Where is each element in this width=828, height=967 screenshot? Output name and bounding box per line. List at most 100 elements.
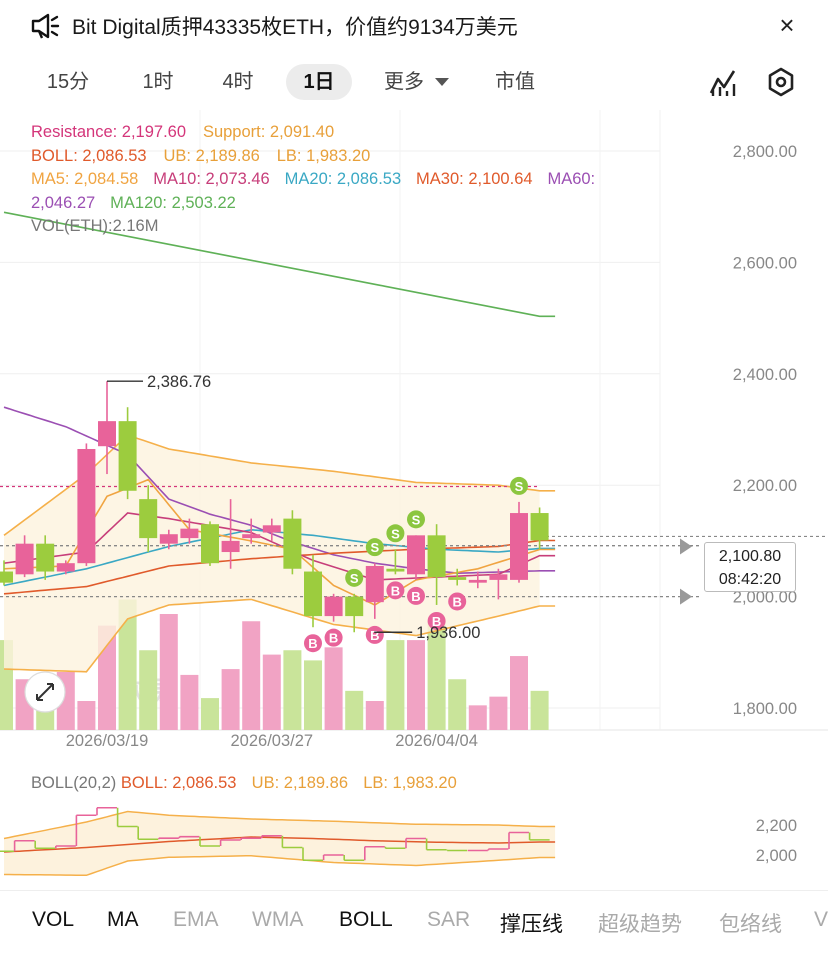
volume-bar bbox=[221, 669, 240, 730]
settings-hexagon-icon[interactable] bbox=[765, 66, 797, 98]
candle-body bbox=[180, 528, 199, 539]
volume-bar bbox=[468, 705, 487, 730]
chevron-down-icon[interactable] bbox=[434, 76, 450, 88]
buy-marker-label: B bbox=[453, 594, 462, 609]
tab-4h[interactable]: 4时 bbox=[222, 71, 254, 93]
candle-body bbox=[159, 534, 178, 544]
y-tick-label: 2,600.00 bbox=[733, 254, 797, 272]
buy-marker bbox=[448, 592, 467, 611]
tab-market-cap[interactable]: 市值 bbox=[495, 71, 535, 93]
boll-lower-line bbox=[3, 598, 556, 673]
support-arrow-icon bbox=[680, 538, 692, 555]
volume-bar bbox=[345, 690, 364, 730]
ma30-line bbox=[3, 539, 556, 595]
candle-body bbox=[201, 524, 219, 564]
tab-1d[interactable]: 1日 bbox=[286, 64, 352, 100]
candle-body bbox=[0, 571, 13, 583]
candle-body bbox=[77, 448, 96, 564]
y-tick-label: 2,200.00 bbox=[733, 477, 797, 495]
speaker-icon bbox=[31, 13, 60, 39]
indicator-tab-envelope[interactable]: 包络线 bbox=[719, 913, 782, 936]
sub-chart-legend: BOLL(20,2) BOLL: 2,086.53 UB: 2,189.86 L… bbox=[31, 774, 457, 793]
ma120-label: MA120: 2,503.22 bbox=[110, 193, 236, 212]
volume-bar bbox=[283, 650, 302, 730]
ma20-line bbox=[3, 528, 556, 587]
indicator-tab-more[interactable]: V bbox=[814, 908, 828, 931]
tab-15m[interactable]: 15分 bbox=[46, 71, 90, 93]
volume-bar bbox=[118, 599, 137, 730]
candle-body bbox=[242, 534, 261, 539]
buy-marker bbox=[324, 628, 343, 647]
candle-body bbox=[427, 535, 446, 578]
buy-marker bbox=[427, 611, 446, 630]
expand-icon bbox=[36, 683, 54, 701]
volume-bar bbox=[386, 640, 405, 730]
indicator-tab-vol[interactable]: VOL bbox=[32, 908, 75, 931]
candle-body bbox=[36, 543, 55, 572]
ma120-line bbox=[3, 211, 556, 318]
support-label: Support: 2,091.40 bbox=[202, 123, 335, 141]
boll-upper-line bbox=[3, 434, 556, 536]
sell-marker bbox=[386, 524, 405, 543]
x-tick-label: 2026/03/19 bbox=[66, 732, 149, 750]
volume-bar bbox=[407, 640, 425, 730]
announcement-title[interactable]: Bit Digital质押43335枚ETH，价值约9134万美元 bbox=[72, 16, 518, 39]
volume-bar bbox=[427, 621, 446, 730]
tab-more[interactable]: 更多 bbox=[384, 71, 424, 93]
ma60-label: MA60: bbox=[547, 170, 596, 188]
indicator-legend: Resistance: 2,197.60 Support: 2,091.40 B… bbox=[31, 121, 691, 239]
indicator-tab-sar[interactable]: SAR bbox=[427, 908, 471, 931]
buy-marker-label: B bbox=[329, 631, 338, 646]
candle-body bbox=[15, 543, 34, 575]
volume-bar bbox=[180, 674, 199, 730]
buy-marker bbox=[386, 581, 405, 600]
sell-marker bbox=[407, 510, 425, 529]
volume-bar bbox=[159, 614, 178, 730]
candle-body bbox=[139, 499, 158, 539]
y-tick-label: 2,000.00 bbox=[733, 589, 797, 607]
candle-body bbox=[407, 535, 425, 575]
sub-boll-lower-line bbox=[4, 855, 556, 877]
indicator-tab-boll[interactable]: BOLL bbox=[339, 908, 393, 931]
volume-label: VOL(ETH):2.16M bbox=[31, 217, 159, 235]
indicator-tab-supertrend[interactable]: 超级趋势 bbox=[598, 913, 682, 936]
tab-1h[interactable]: 1时 bbox=[142, 71, 174, 93]
candle-body bbox=[262, 525, 281, 533]
volume-bar bbox=[242, 621, 261, 730]
ma60-value: 2,046.27 bbox=[31, 193, 96, 212]
ma5-label: MA5: 2,084.58 bbox=[31, 170, 139, 188]
high-price-label: 2,386.76 bbox=[147, 373, 211, 391]
y-tick-label: 2,800.00 bbox=[733, 143, 797, 161]
volume-bar bbox=[324, 647, 343, 730]
ma30-label: MA30: 2,100.64 bbox=[416, 170, 533, 188]
volume-bar bbox=[262, 654, 281, 730]
current-price-box: 2,100.80 08:42:20 bbox=[704, 542, 796, 592]
candlestick-chart[interactable]: 1,800.00 2,000.00 2,200.00 2,400.00 2,600.00… bbox=[0, 110, 828, 890]
buy-marker bbox=[365, 625, 384, 644]
volume-bar bbox=[510, 656, 528, 730]
indicator-tab-wma[interactable]: WMA bbox=[252, 908, 304, 931]
countdown-timer: 08:42:20 bbox=[718, 571, 782, 588]
x-tick-label: 2026/03/27 bbox=[231, 732, 314, 750]
boll-lb-label: LB: 1,983.20 bbox=[276, 146, 371, 165]
sub-y-tick-label: 2,000 bbox=[756, 847, 797, 865]
candle-body bbox=[448, 577, 467, 580]
indicator-tab-support-resistance[interactable]: 撑压线 bbox=[500, 913, 563, 936]
sell-marker-label: S bbox=[412, 512, 421, 527]
sell-marker-label: S bbox=[350, 571, 359, 586]
ma20-label: MA20: 2,086.53 bbox=[284, 170, 402, 188]
indicator-tab-ma[interactable]: MA bbox=[107, 908, 139, 931]
indicator-tab-ema[interactable]: EMA bbox=[173, 908, 219, 931]
drawing-tools-icon[interactable] bbox=[708, 66, 740, 98]
volume-bar bbox=[365, 701, 384, 730]
candle-body bbox=[118, 421, 137, 491]
buy-marker-label: B bbox=[308, 636, 317, 651]
candle-body bbox=[304, 571, 322, 617]
volume-bar bbox=[448, 679, 467, 730]
header: Bit Digital质押43335枚ETH，价值约9134万美元 × bbox=[0, 0, 828, 52]
close-icon[interactable]: × bbox=[779, 10, 795, 40]
sub-boll-ub-label: UB: 2,189.86 bbox=[251, 774, 348, 792]
candle-body bbox=[510, 513, 528, 580]
sell-marker-label: S bbox=[370, 540, 379, 555]
timeframe-tabs: 15分 1时 4时 1日 更多 市值 bbox=[0, 58, 828, 106]
